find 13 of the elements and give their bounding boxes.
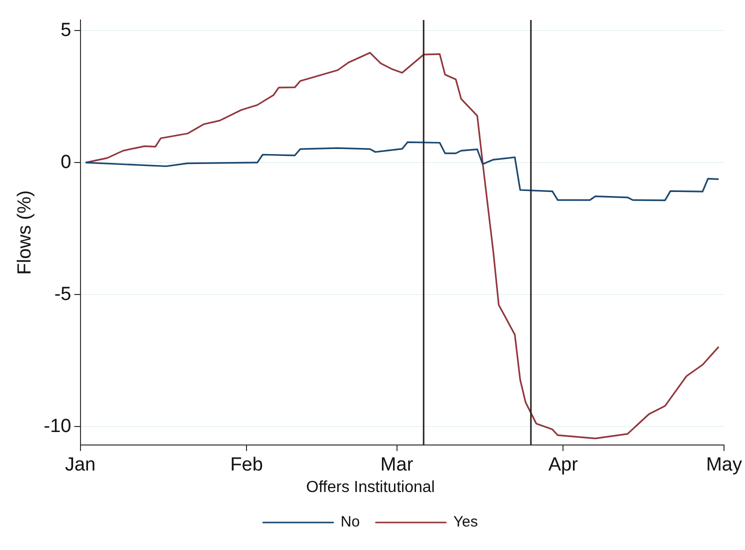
- y-axis-title: Flows (%): [14, 190, 36, 275]
- legend-label: Yes: [453, 514, 478, 531]
- legend-label: No: [340, 514, 360, 531]
- x-tick-label: Apr: [548, 454, 579, 476]
- x-tick-label: Jan: [64, 454, 96, 476]
- y-tick-label: 5: [60, 20, 72, 41]
- x-tick-label: May: [706, 454, 742, 476]
- y-tick-label: 0: [60, 152, 72, 173]
- y-tick-label: -10: [44, 416, 72, 437]
- x-tick-label: Feb: [230, 454, 263, 476]
- y-tick-label: -5: [54, 284, 72, 305]
- legend-title: Offers Institutional: [306, 479, 435, 496]
- x-tick-label: Mar: [380, 454, 414, 476]
